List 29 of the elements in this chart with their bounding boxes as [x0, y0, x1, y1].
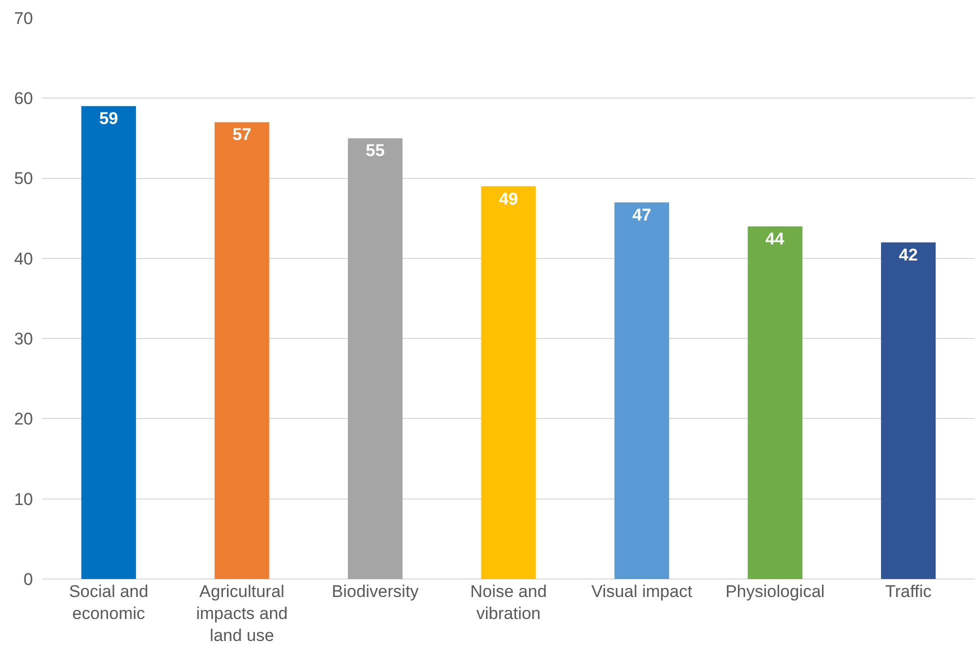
x-tick-label: Social and economic — [68, 582, 148, 624]
x-tick-label: Biodiversity — [332, 582, 420, 601]
bar — [481, 186, 536, 579]
data-label: 47 — [632, 205, 652, 224]
y-tick-label: 60 — [14, 89, 33, 108]
bar — [748, 226, 802, 579]
bar — [614, 202, 670, 579]
bar — [881, 242, 936, 579]
data-label: 42 — [898, 245, 918, 264]
data-label: 55 — [366, 141, 385, 160]
x-tick-label: Agricultural impacts and land use — [196, 582, 288, 646]
y-tick-label: 10 — [14, 490, 33, 509]
data-label: 59 — [99, 109, 118, 128]
bar — [348, 138, 403, 579]
y-tick-label: 70 — [14, 8, 33, 28]
x-tick-label: Visual impact — [591, 582, 692, 601]
x-tick-label: Noise and vibration — [470, 582, 547, 624]
data-label: 57 — [232, 125, 252, 144]
bar — [214, 122, 270, 579]
y-tick-label: 50 — [14, 169, 33, 188]
data-label: 44 — [765, 229, 785, 248]
data-label: 49 — [499, 189, 518, 208]
x-tick-label: Physiological — [725, 582, 825, 601]
y-tick-label: 30 — [14, 330, 33, 349]
bar — [81, 106, 136, 579]
x-tick-label: Traffic — [885, 582, 932, 601]
y-tick-label: 40 — [14, 249, 33, 268]
y-tick-label: 20 — [14, 410, 33, 429]
y-tick-label: 0 — [24, 570, 33, 589]
